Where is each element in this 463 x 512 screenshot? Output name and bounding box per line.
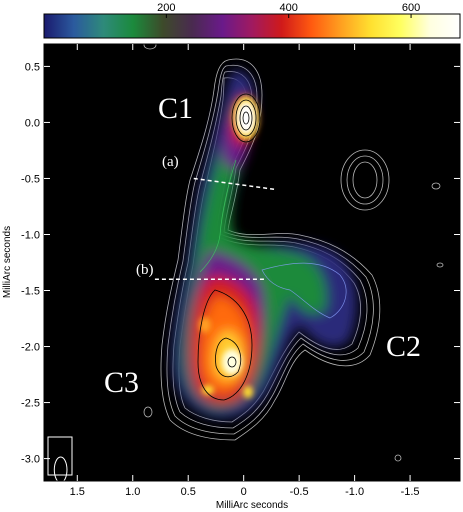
contour-blob-3 — [352, 161, 378, 199]
y-tick-label: -2.5 — [21, 398, 40, 410]
y-tick-label: -2.0 — [21, 342, 40, 354]
x-axis-title: MilliArc seconds — [216, 500, 288, 511]
y-axis-title: MilliArc seconds — [2, 226, 13, 298]
outlier-contours — [143, 44, 444, 462]
c1-contour-3 — [239, 105, 253, 131]
component-label-c1: C1 — [158, 92, 193, 125]
colorbar-ticks: 200 400 600 — [157, 2, 420, 18]
x-tick-label: 0.5 — [181, 486, 196, 498]
contour-blob-8 — [394, 454, 402, 462]
y-tick-label: 0.5 — [25, 61, 40, 73]
hotspot-2 — [243, 386, 253, 398]
colorbar-tick-label: 600 — [402, 2, 420, 14]
contour-blob-4 — [143, 44, 157, 50]
y-axis: 0.5 0.0 -0.5 -1.0 -1.5 -2.0 -2.5 -3.0 — [21, 61, 460, 466]
emission-cores — [199, 96, 259, 398]
contour-outer-1 — [160, 58, 381, 441]
c3-contour-2 — [215, 337, 242, 378]
c1-contour-2 — [235, 99, 257, 137]
y-tick-label: -1.0 — [21, 229, 40, 241]
x-tick-label: 1.0 — [125, 486, 140, 498]
y-tick-label: -0.5 — [21, 173, 40, 185]
mid-contours — [261, 262, 347, 319]
x-tick-label: 1.5 — [70, 486, 85, 498]
contour-blob-6 — [436, 262, 444, 268]
c3-contour-3 — [227, 356, 237, 368]
contour-c2-1 — [261, 262, 347, 319]
core-c3-peak — [222, 349, 242, 375]
contour-jet-1 — [199, 159, 237, 273]
y-tick-label: 0.0 — [25, 117, 40, 129]
x-tick-label: 0 — [241, 486, 247, 498]
component-label-c2: C2 — [386, 330, 421, 363]
y-tick-label: -1.5 — [21, 286, 40, 298]
x-tick-label: -0.5 — [290, 486, 309, 498]
y-tick-label: -3.0 — [21, 454, 40, 466]
beam-ellipse — [53, 456, 68, 481]
c1-contour-4 — [242, 111, 250, 125]
contour-blob-5 — [431, 182, 441, 190]
emission-map — [53, 44, 444, 481]
slice-label-a: (a) — [162, 154, 179, 170]
contour-blob-1 — [340, 149, 390, 211]
x-axis: 1.5 1.0 0.5 0 -0.5 -1.0 -1.5 — [70, 44, 420, 498]
contour-blob-2 — [346, 155, 384, 205]
x-tick-label: -1.0 — [345, 486, 364, 498]
plot-frame — [43, 43, 461, 482]
colorbar: 200 400 600 — [43, 2, 461, 39]
hotspot-1 — [202, 385, 214, 395]
c3-contour-1 — [197, 289, 253, 401]
colorbar-bar — [43, 13, 461, 39]
colorbar-tick-label: 400 — [280, 2, 298, 14]
c1-contour-1 — [231, 93, 261, 143]
contour-blob-7 — [143, 406, 153, 418]
core-c1-peak — [238, 103, 254, 133]
x-tick-label: -1.5 — [401, 486, 420, 498]
green-contours — [199, 159, 237, 273]
slice-label-b: (b) — [136, 262, 154, 278]
inner-contours — [197, 93, 261, 401]
component-label-c3: C3 — [104, 366, 139, 399]
colorbar-tick-label: 200 — [157, 2, 175, 14]
beam-box — [47, 436, 73, 476]
